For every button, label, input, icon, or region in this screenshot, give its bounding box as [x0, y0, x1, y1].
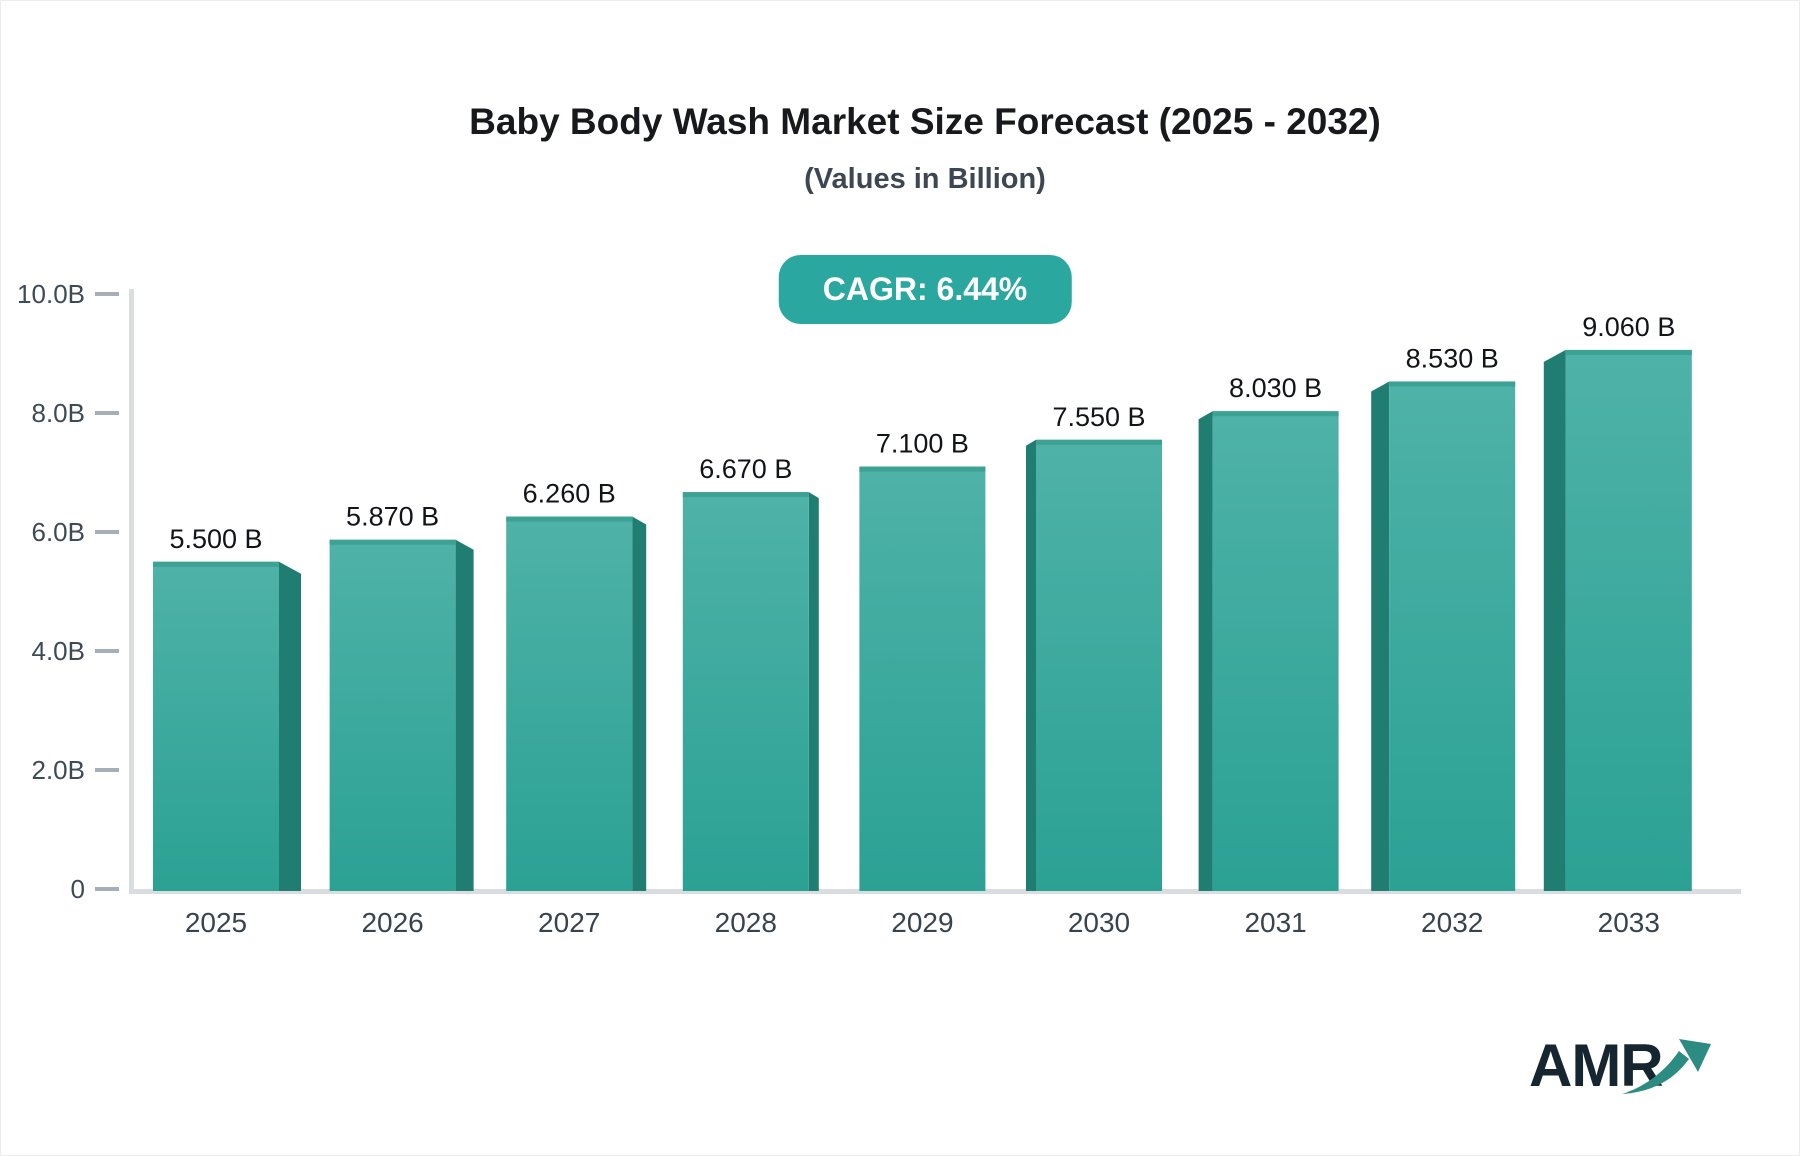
bar-top-edge	[329, 539, 456, 545]
bar-2032: 8.530 B 2032	[1371, 343, 1516, 938]
bar-top-edge	[1036, 439, 1162, 445]
bar-side-face	[1198, 411, 1213, 891]
bar-2033: 9.060 B 2033	[1543, 312, 1692, 938]
bar-value-label: 8.030 B	[1229, 373, 1322, 403]
y-axis-line	[129, 289, 134, 894]
y-tick-label: 10.0B	[17, 279, 85, 309]
x-axis-line	[129, 889, 1741, 894]
x-tick-label: 2030	[1068, 907, 1130, 938]
bar-front-face	[682, 492, 809, 891]
growth-arrow-icon	[1622, 1039, 1711, 1094]
bar-side-face	[632, 516, 647, 891]
y-tick-dash	[95, 649, 119, 653]
bar-side-face	[1543, 349, 1566, 891]
bar-2028: 6.670 B 2028	[682, 454, 819, 938]
bar-front-face	[1212, 411, 1339, 891]
bar-top-edge	[506, 516, 633, 522]
bar-side-face	[279, 561, 301, 891]
x-tick-label: 2027	[538, 907, 600, 938]
y-tick-dash	[95, 530, 119, 534]
bar-top-edge	[153, 561, 279, 567]
bar-2031: 8.030 B 2031	[1198, 373, 1339, 938]
bar-2026: 5.870 B 2026	[329, 502, 474, 938]
cagr-badge-label: CAGR: 6.44%	[822, 271, 1028, 307]
y-tick-label: 6.0B	[32, 517, 86, 547]
x-tick-label: 2031	[1244, 907, 1306, 938]
bar-top-edge	[682, 492, 809, 498]
bar-value-label: 6.260 B	[523, 479, 616, 509]
x-tick-label: 2033	[1598, 907, 1660, 938]
bar-front-face	[1565, 349, 1692, 891]
bar-front-face	[859, 466, 986, 891]
bar-2025: 5.500 B 2025	[153, 524, 301, 938]
bar-value-label: 6.670 B	[699, 454, 792, 484]
bar-value-label: 5.870 B	[346, 502, 439, 532]
bar-front-face	[153, 561, 279, 891]
chart-subtitle: (Values in Billion)	[804, 163, 1046, 195]
x-tick-label: 2032	[1421, 907, 1483, 938]
y-tick-dash	[95, 887, 119, 891]
bar-value-label: 5.500 B	[169, 524, 262, 554]
x-tick-label: 2026	[361, 907, 423, 938]
bar-value-label: 8.530 B	[1406, 343, 1499, 373]
y-tick-label: 4.0B	[32, 636, 86, 666]
bar-top-edge	[1389, 381, 1516, 387]
bar-front-face	[1036, 439, 1162, 891]
bar-value-label: 7.550 B	[1052, 402, 1145, 432]
x-tick-label: 2025	[185, 907, 247, 938]
x-tick-label: 2029	[891, 907, 953, 938]
y-tick-label: 2.0B	[32, 755, 86, 785]
bar-value-label: 7.100 B	[876, 429, 969, 459]
bar-side-face	[808, 492, 819, 891]
cagr-badge: CAGR: 6.44%	[778, 255, 1072, 324]
bar-2030: 7.550 B 2030	[1026, 402, 1162, 938]
bar-front-face	[1389, 381, 1516, 891]
bar-front-face	[506, 516, 633, 891]
bar-2029: 7.100 B 2029	[859, 429, 986, 938]
bar-side-face	[455, 539, 474, 891]
chart-title: Baby Body Wash Market Size Forecast (202…	[469, 101, 1381, 142]
bar-top-edge	[1565, 349, 1692, 355]
y-tick-dash	[95, 768, 119, 772]
amr-logo: AMR	[1529, 1031, 1729, 1111]
bar-top-edge	[1212, 411, 1339, 417]
bar-side-face	[1371, 381, 1390, 891]
bar-side-face	[1026, 439, 1036, 891]
bar-front-face	[329, 539, 456, 891]
y-tick-label: 0	[71, 874, 85, 904]
bar-2027: 6.260 B 2027	[506, 479, 647, 938]
y-tick-dash	[95, 292, 119, 296]
x-tick-label: 2028	[715, 907, 777, 938]
y-tick-dash	[95, 411, 119, 415]
bar-top-edge	[859, 466, 986, 472]
bar-value-label: 9.060 B	[1582, 312, 1675, 342]
y-tick-label: 8.0B	[32, 398, 86, 428]
